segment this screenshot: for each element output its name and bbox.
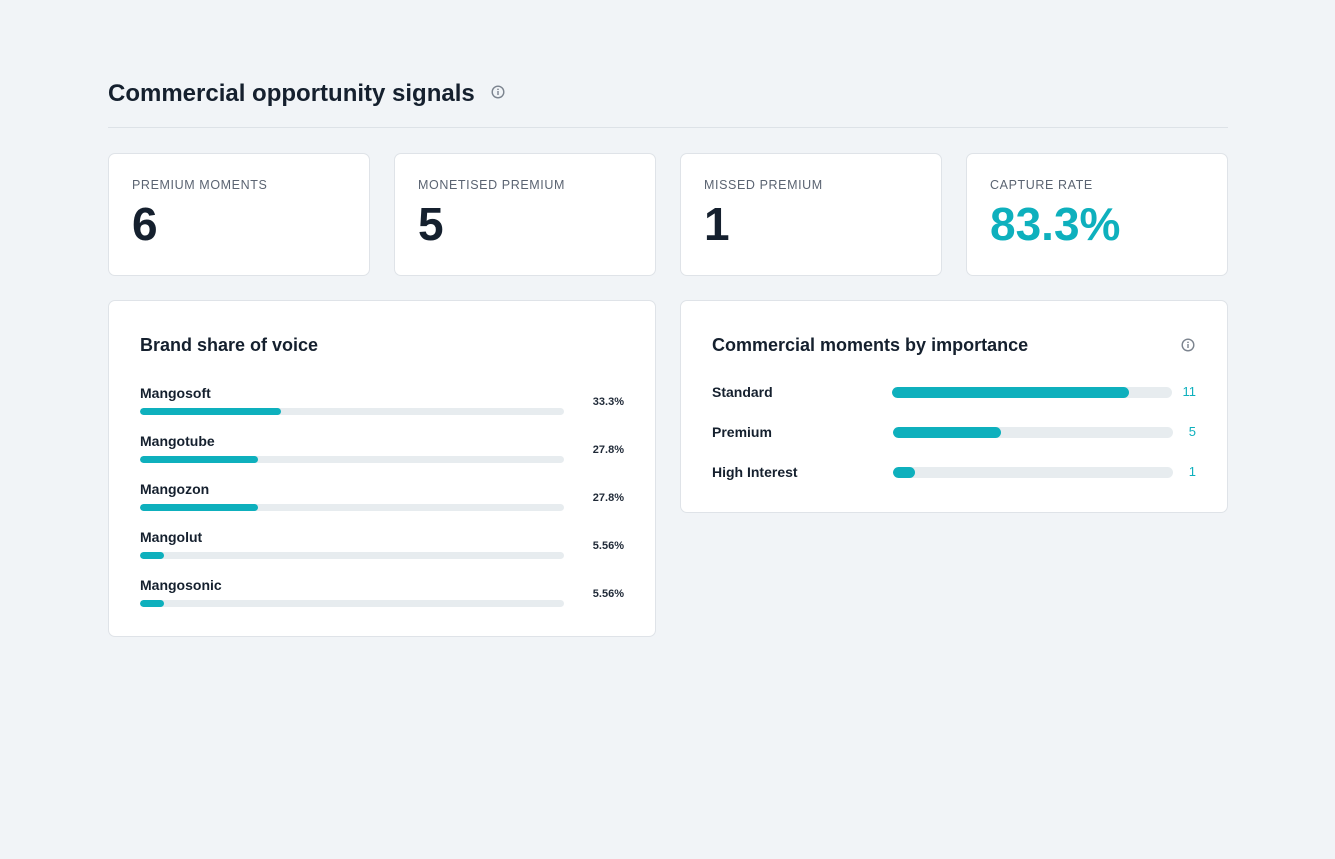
- importance-bar-track: [893, 467, 1173, 478]
- brand-bar-track: [140, 408, 564, 415]
- importance-bar-fill: [892, 387, 1129, 398]
- brand-bar-fill: [140, 600, 164, 607]
- stat-card-monetised-premium: MONETISED PREMIUM 5: [394, 153, 656, 276]
- stat-label: PREMIUM MOMENTS: [132, 178, 268, 192]
- stat-card-capture-rate: CAPTURE RATE 83.3%: [966, 153, 1228, 276]
- stat-label: CAPTURE RATE: [990, 178, 1093, 192]
- list-item: Mangosonic 5.56%: [140, 576, 624, 616]
- brand-name: Mangozon: [140, 481, 210, 497]
- section-header: Commercial opportunity signals: [108, 78, 1228, 128]
- importance-bar-track: [893, 427, 1173, 438]
- list-item: Mangozon 27.8%: [140, 480, 624, 520]
- brand-percent: 33.3%: [592, 396, 624, 408]
- stat-card-premium-moments: PREMIUM MOMENTS 6: [108, 153, 370, 276]
- list-item: Mangosoft 33.3%: [140, 384, 624, 424]
- brand-percent: 27.8%: [592, 444, 624, 456]
- importance-count: 1: [1188, 464, 1196, 479]
- brand-share-panel: Brand share of voice Mangosoft 33.3% Man…: [108, 300, 656, 637]
- brand-bar-fill: [140, 456, 258, 463]
- brand-name: Mangotube: [140, 433, 215, 449]
- importance-name: Standard: [712, 384, 773, 400]
- stat-value: 5: [418, 198, 444, 250]
- brand-bar-track: [140, 456, 564, 463]
- importance-bar-track: [892, 387, 1172, 398]
- brand-bar-track: [140, 504, 564, 511]
- brand-name: Mangosonic: [140, 577, 222, 593]
- importance-count: 11: [1182, 384, 1197, 399]
- brand-percent: 5.56%: [592, 588, 624, 600]
- stat-value: 1: [704, 198, 730, 250]
- list-item: Mangolut 5.56%: [140, 528, 624, 568]
- panel-title: Brand share of voice: [140, 335, 319, 355]
- importance-bar-fill: [893, 467, 915, 478]
- stat-label: MONETISED PREMIUM: [418, 178, 566, 192]
- brand-bar-track: [140, 600, 564, 607]
- stat-value: 6: [132, 198, 158, 250]
- importance-name: High Interest: [712, 464, 798, 480]
- importance-bar-fill: [893, 427, 1001, 438]
- brand-name: Mangosoft: [140, 385, 211, 401]
- info-icon[interactable]: [491, 85, 505, 99]
- brand-bar-fill: [140, 504, 258, 511]
- stat-value: 83.3%: [990, 198, 1121, 250]
- brand-percent: 27.8%: [592, 492, 624, 504]
- brand-name: Mangolut: [140, 529, 203, 545]
- page-title: Commercial opportunity signals: [108, 80, 475, 107]
- list-item: Mangotube 27.8%: [140, 432, 624, 472]
- list-item: High Interest 1: [712, 462, 1196, 482]
- importance-name: Premium: [712, 424, 772, 440]
- stat-card-missed-premium: MISSED PREMIUM 1: [680, 153, 942, 276]
- brand-bar-track: [140, 552, 564, 559]
- brand-percent: 5.56%: [592, 540, 624, 552]
- list-item: Premium 5: [712, 422, 1196, 442]
- importance-panel: Commercial moments by importance Standar…: [680, 300, 1228, 513]
- importance-count: 5: [1188, 424, 1196, 439]
- brand-bar-fill: [140, 552, 164, 559]
- panel-title: Commercial moments by importance: [712, 335, 1029, 355]
- info-icon[interactable]: [1181, 338, 1195, 352]
- list-item: Standard 11: [712, 382, 1196, 402]
- stat-label: MISSED PREMIUM: [704, 178, 823, 192]
- brand-bar-fill: [140, 408, 282, 415]
